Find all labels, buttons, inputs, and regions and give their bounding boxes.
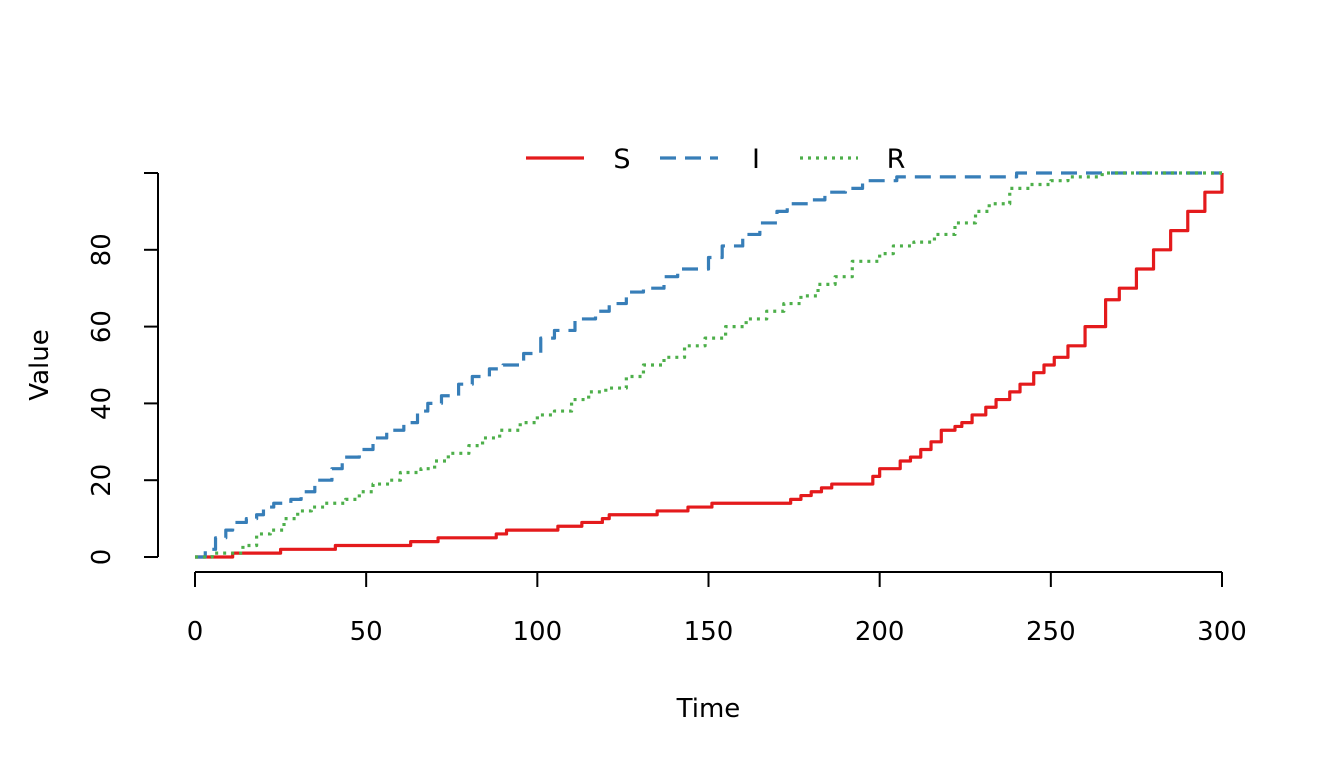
y-tick-label: 0 bbox=[87, 549, 117, 566]
y-tick-label: 20 bbox=[87, 464, 117, 497]
legend-label-r: R bbox=[887, 144, 906, 175]
y-axis-title: Value bbox=[25, 329, 55, 400]
series-line-r bbox=[195, 171, 1222, 559]
x-tick-label: 300 bbox=[1197, 617, 1247, 647]
legend-label-i: I bbox=[752, 144, 760, 175]
y-axis: 0 20 40 60 80 bbox=[87, 172, 159, 566]
legend-label-s: S bbox=[613, 144, 630, 175]
series-line-i bbox=[195, 171, 1222, 559]
x-tick-label: 0 bbox=[187, 617, 204, 647]
x-tick-label: 200 bbox=[855, 617, 905, 647]
x-axis-title: Time bbox=[676, 694, 741, 724]
series-line-s bbox=[195, 173, 1224, 559]
y-tick-label: 80 bbox=[87, 233, 117, 266]
x-tick-label: 100 bbox=[513, 617, 563, 647]
x-tick-label: 150 bbox=[684, 617, 734, 647]
x-tick-label: 50 bbox=[350, 617, 383, 647]
x-tick-label: 250 bbox=[1026, 617, 1076, 647]
series-layer bbox=[195, 171, 1224, 559]
x-axis: 0 50 100 150 200 250 300 bbox=[187, 571, 1247, 647]
y-tick-label: 60 bbox=[87, 310, 117, 343]
y-tick-label: 40 bbox=[87, 387, 117, 420]
